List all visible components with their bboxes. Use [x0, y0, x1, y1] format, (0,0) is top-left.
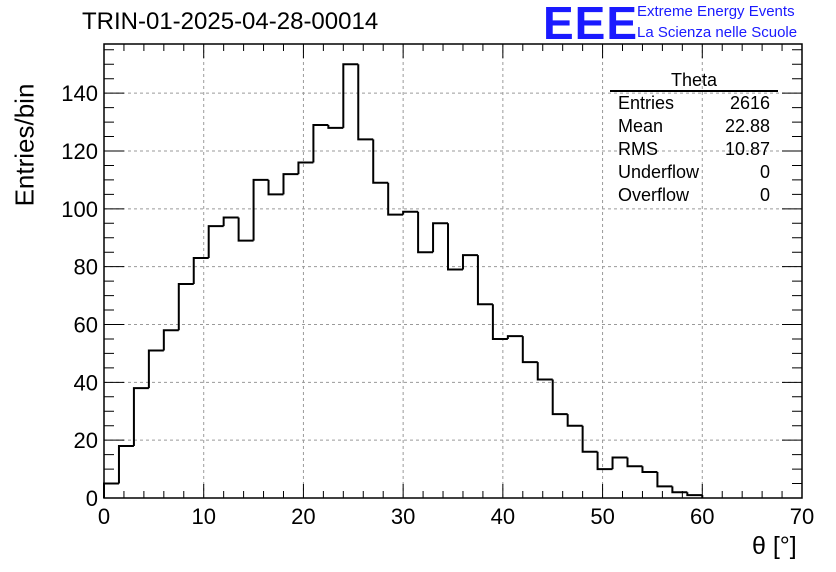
stats-row-underflow: Underflow 0 — [610, 161, 778, 184]
histogram-bin — [327, 124, 344, 129]
y-axis-label: Entries/bin — [9, 83, 40, 207]
histogram-bin — [237, 217, 254, 242]
logo-org-line1: Extreme Energy Events — [637, 3, 795, 20]
histogram-bin — [417, 211, 434, 254]
histogram-bin — [312, 123, 329, 163]
histogram-bin — [177, 283, 194, 331]
x-tick-label: 10 — [191, 504, 215, 529]
x-tick-label: 0 — [98, 504, 110, 529]
x-tick-label: 40 — [491, 504, 515, 529]
stats-row-entries: Entries 2616 — [610, 92, 778, 115]
histogram-bin — [551, 379, 568, 416]
plot-frame — [103, 43, 803, 499]
x-axis-label: θ [°] — [752, 532, 797, 560]
eee-logo: EEE — [543, 0, 639, 49]
histogram-bin — [686, 492, 703, 497]
histogram-bin — [357, 64, 374, 141]
histogram-bin — [132, 387, 149, 446]
y-tick-label: 120 — [61, 139, 98, 164]
stats-label: RMS — [618, 139, 658, 159]
histogram-bin — [282, 173, 299, 195]
y-tick-label: 140 — [61, 81, 98, 106]
histogram-bin — [491, 304, 508, 340]
y-tick-label: 20 — [74, 428, 98, 453]
histogram-bin — [117, 444, 134, 484]
histogram-bin — [641, 466, 658, 473]
histogram-bin — [536, 362, 553, 381]
histogram-bin — [103, 482, 119, 498]
stats-label: Underflow — [618, 162, 700, 182]
stats-label: Mean — [618, 116, 664, 136]
chart-title: TRIN-01-2025-04-28-00014 — [82, 8, 379, 35]
stats-value: 0 — [759, 185, 770, 205]
histogram-bin — [252, 178, 269, 241]
histogram-bin — [162, 329, 179, 351]
stats-box: Theta Entries 2616 Mean 22.88 RMS 10.87 … — [610, 70, 778, 207]
logo-org-line2: La Scienza nelle Scuole — [637, 24, 798, 41]
y-tick-label: 40 — [74, 370, 98, 395]
histogram-bin — [521, 336, 538, 364]
stats-row-overflow: Overflow 0 — [610, 184, 778, 207]
histogram-bin — [566, 414, 583, 427]
histogram-bin — [372, 139, 389, 184]
histogram-bin — [222, 216, 239, 227]
x-tick-label: 30 — [391, 504, 415, 529]
stats-label: Overflow — [618, 185, 690, 205]
histogram-bin — [447, 223, 463, 271]
y-tick-label: 80 — [74, 255, 98, 280]
histogram-bin — [656, 471, 673, 488]
x-tick-label: 70 — [790, 504, 814, 529]
stats-label: Entries — [618, 93, 675, 113]
stats-value: 22.88 — [724, 116, 770, 136]
histogram-bin — [147, 349, 164, 389]
histogram-bin — [596, 451, 613, 471]
histogram-bin — [506, 335, 523, 339]
histogram-bin — [476, 255, 493, 306]
stats-row-mean: Mean 22.88 — [610, 115, 778, 138]
histogram-bin — [581, 425, 598, 453]
stats-row-rms: RMS 10.87 — [610, 138, 778, 161]
y-tick-label: 100 — [61, 197, 98, 222]
histogram-bin — [192, 256, 209, 285]
histogram-bin — [611, 456, 628, 470]
histogram-bin — [671, 486, 688, 494]
y-tick-label: 60 — [74, 312, 98, 337]
stats-title: Theta — [610, 70, 778, 92]
histogram-bin — [461, 254, 478, 270]
stats-value: 10.87 — [724, 139, 770, 159]
x-tick-label: 60 — [690, 504, 714, 529]
x-tick-label: 20 — [291, 504, 315, 529]
histogram-bin — [207, 225, 224, 258]
histogram-bin — [297, 161, 314, 175]
histogram-bin — [432, 222, 449, 253]
y-tick-label: 0 — [86, 486, 98, 511]
x-tick-label: 50 — [590, 504, 614, 529]
stats-value: 2616 — [729, 93, 770, 113]
histogram-bin — [626, 457, 643, 468]
histogram-bin — [342, 63, 359, 128]
histogram-bin — [387, 182, 404, 216]
histogram-bin — [267, 179, 284, 196]
histogram-bin — [402, 210, 419, 215]
stats-value: 0 — [759, 162, 770, 182]
